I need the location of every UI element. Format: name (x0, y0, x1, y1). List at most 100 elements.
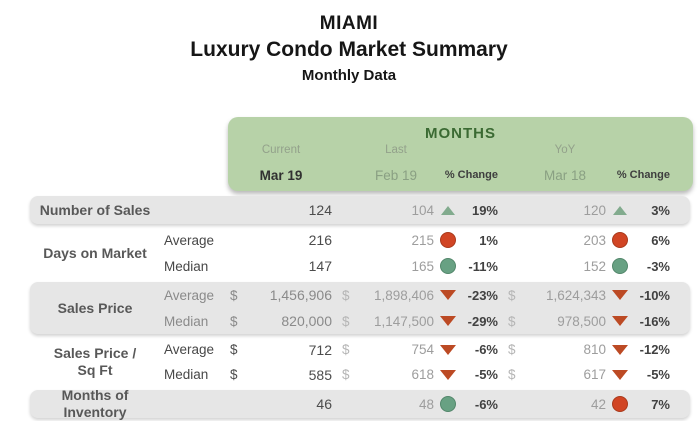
currency-symbol: $ (508, 287, 516, 303)
down-triangle-red-icon (612, 344, 628, 355)
stat-label: Average (164, 287, 215, 303)
down-triangle-red-icon (440, 369, 456, 380)
yoy-pct-change: 7% (651, 396, 670, 412)
city-title: MIAMI (319, 13, 379, 34)
currency-symbol: $ (230, 287, 238, 303)
currency-symbol: $ (508, 313, 516, 329)
currency-symbol: $ (230, 313, 238, 329)
green-circle-icon (440, 258, 456, 274)
stat-label: Median (164, 367, 209, 382)
last-trend-cell (440, 232, 456, 248)
summary-table: Number of Sales 124 104 19% 120 3% Days … (30, 196, 690, 421)
current-column-label: Current (261, 143, 301, 156)
table-row-sales-price: Sales Price Average $ 1,456,906 $ 1,898,… (30, 282, 690, 334)
current-value: 216 (308, 232, 332, 248)
yoy-trend-cell (613, 205, 627, 215)
current-value: 712 (308, 341, 332, 358)
row-label: Sales Price (57, 299, 133, 316)
stat-label: Average (164, 232, 215, 248)
yoy-trend-cell (612, 369, 628, 380)
period-header-row: Mar 19 Feb 19 % Change Mar 18 % Change (30, 163, 690, 187)
yoy-pct-change: -12% (639, 342, 670, 357)
current-value: 820,000 (281, 313, 332, 329)
yoy-value: 120 (583, 202, 606, 218)
current-value: 147 (308, 258, 332, 274)
green-circle-icon (440, 396, 456, 412)
report-title-block: MIAMI Luxury Condo Market Summary Monthl… (0, 13, 698, 84)
down-triangle-red-icon (612, 290, 628, 300)
last-value: 1,898,406 (373, 287, 434, 303)
yoy-pct-change: -16% (639, 313, 670, 329)
yoy-trend-cell (612, 290, 628, 300)
yoy-trend-cell (612, 396, 628, 412)
down-triangle-red-icon (612, 369, 628, 380)
green-circle-icon (612, 258, 628, 274)
yoy-pct-change: 3% (651, 202, 670, 218)
last-pct-change: -29% (467, 313, 498, 329)
pct-change-yoy-header: % Change (616, 169, 670, 181)
last-period-label: Feb 19 (374, 167, 418, 183)
last-trend-cell (440, 344, 456, 355)
last-value: 104 (411, 202, 434, 218)
last-value: 754 (411, 342, 434, 357)
row-label: Sales Price / Sq Ft (30, 345, 160, 379)
last-trend-cell (441, 205, 455, 215)
current-value: 1,456,906 (269, 287, 332, 303)
last-pct-change: -23% (467, 287, 498, 303)
last-trend-cell (440, 258, 456, 274)
row-label: Number of Sales (39, 201, 151, 218)
red-circle-icon (612, 232, 628, 248)
report-subtitle: Luxury Condo Market Summary (190, 38, 508, 61)
last-pct-change: -6% (474, 396, 498, 412)
yoy-value: 152 (583, 258, 606, 274)
yoy-value: 810 (583, 342, 606, 357)
yoy-value: 978,500 (557, 313, 606, 329)
yoy-pct-change: -5% (646, 367, 670, 382)
currency-symbol: $ (342, 313, 350, 329)
last-value: 48 (418, 396, 434, 412)
last-pct-change: -6% (474, 342, 498, 357)
last-pct-change: 19% (471, 202, 498, 218)
table-row-days-on-market: Days on Market Average 216 215 1% 203 6%… (30, 227, 690, 279)
yoy-pct-change: -3% (646, 258, 670, 274)
pct-change-last-header: % Change (444, 169, 498, 181)
last-value: 618 (411, 367, 434, 382)
table-row-number-of-sales: Number of Sales 124 104 19% 120 3% (30, 196, 690, 224)
current-value: 124 (308, 202, 332, 218)
red-circle-icon (440, 232, 456, 248)
last-trend-cell (440, 316, 456, 326)
last-column-label: Last (385, 143, 407, 156)
row-label: Days on Market (43, 244, 147, 261)
stat-label: Median (164, 258, 209, 274)
yoy-value: 1,624,343 (545, 287, 606, 303)
current-value: 585 (308, 366, 332, 383)
data-frequency-label: Monthly Data (301, 67, 397, 84)
yoy-trend-cell (612, 232, 628, 248)
currency-symbol: $ (342, 367, 350, 382)
down-triangle-red-icon (440, 316, 456, 326)
currency-symbol: $ (230, 342, 238, 357)
yoy-pct-change: 6% (651, 232, 670, 248)
yoy-value: 42 (590, 396, 606, 412)
last-value: 215 (411, 232, 434, 248)
stat-label: Median (164, 313, 209, 329)
yoy-value: 203 (583, 232, 606, 248)
down-triangle-red-icon (440, 344, 456, 355)
last-value: 165 (411, 258, 434, 274)
last-pct-change: 1% (479, 232, 498, 248)
up-triangle-green-icon (613, 205, 627, 215)
last-pct-change: -11% (468, 258, 498, 274)
yoy-trend-cell (612, 344, 628, 355)
table-row-months-of-inventory: Months of Inventory 46 48 -6% 42 7% (30, 387, 690, 420)
row-label-line1: Sales Price / (53, 345, 137, 362)
last-pct-change: -5% (474, 367, 498, 382)
last-value: 1,147,500 (373, 313, 434, 329)
last-trend-cell (440, 369, 456, 380)
yoy-period-label: Mar 18 (543, 167, 587, 183)
currency-symbol: $ (508, 342, 516, 357)
currency-symbol: $ (342, 342, 350, 357)
last-trend-cell (440, 396, 456, 412)
months-title: MONTHS (425, 125, 496, 142)
yoy-value: 617 (583, 367, 606, 382)
